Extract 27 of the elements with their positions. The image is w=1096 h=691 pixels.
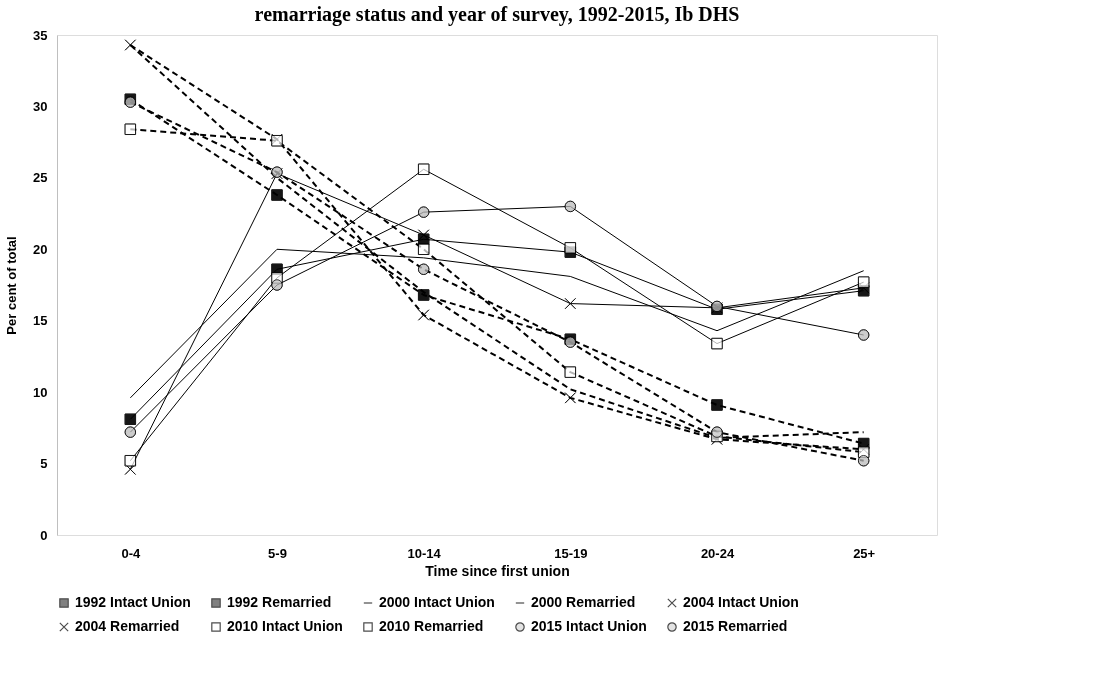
legend-label: 2000 Intact Union [379, 594, 495, 610]
legend-label: 2010 Intact Union [227, 618, 343, 634]
legend-label: 1992 Intact Union [75, 594, 191, 610]
legend-label: 1992 Remarried [227, 594, 332, 610]
chart-title: remarriage status and year of survey, 1992-2015, Ib DHS [254, 3, 740, 26]
x-tick-label: 0-4 [121, 545, 141, 561]
x-tick-label: 10-14 [407, 545, 442, 561]
legend-label: 2015 Intact Union [531, 618, 647, 634]
legend-label: 2000 Remarried [531, 594, 636, 610]
legend-label: 2004 Remarried [75, 618, 180, 634]
x-tick-label: 15-19 [554, 545, 588, 561]
y-tick-label: 15 [33, 313, 48, 329]
y-tick-label: 10 [33, 384, 48, 400]
y-tick-label: 30 [33, 98, 48, 114]
legend-label: 2015 Remarried [683, 618, 788, 634]
y-tick-label: 35 [33, 27, 48, 43]
x-axis-title: Time since first union [425, 562, 570, 579]
x-tick-label: 5-9 [268, 545, 287, 561]
x-tick-label: 25+ [853, 545, 876, 561]
y-tick-label: 25 [33, 170, 48, 186]
y-tick-label: 5 [40, 456, 48, 472]
y-axis-title: Per cent of total [4, 236, 20, 335]
y-tick-label: 20 [33, 241, 48, 257]
legend-label: 2010 Remarried [379, 618, 484, 634]
y-tick-label: 0 [40, 527, 48, 543]
legend-label: 2004 Intact Union [683, 594, 799, 610]
x-tick-label: 20-24 [700, 545, 735, 561]
